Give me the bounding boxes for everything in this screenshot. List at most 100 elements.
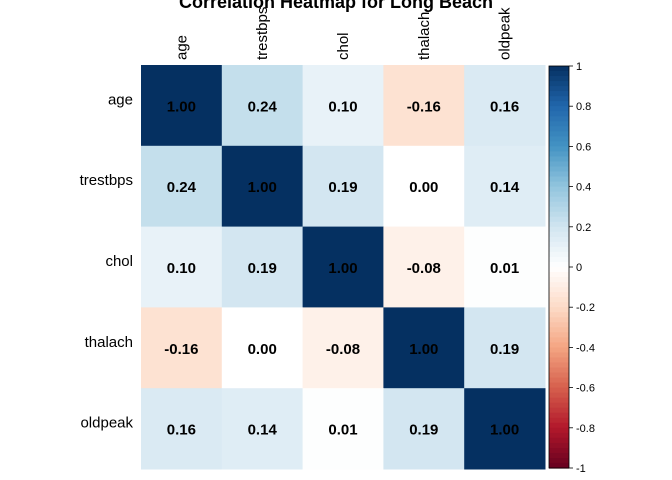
cell-value-label: 0.01: [328, 422, 357, 439]
heatmap-cell-age-trestbps: [221, 65, 304, 147]
heatmap-cell-age-age: [141, 65, 223, 147]
heatmap-cell-thalach-trestbps: [221, 307, 304, 389]
colorbar-segment: [549, 101, 569, 107]
heatmap-cell-thalach-oldpeak: [464, 307, 546, 389]
colorbar-segment: [549, 367, 569, 374]
heatmap-cell-age-oldpeak: [464, 65, 546, 147]
colorbar-segment: [549, 176, 569, 183]
colorbar-tick-label: 1: [576, 61, 582, 73]
row-label-thalach: thalach: [85, 334, 133, 351]
colorbar-segment: [549, 442, 569, 449]
colorbar-segment: [549, 287, 569, 293]
colorbar-tick-label: 0.2: [576, 222, 591, 234]
heatmap-cell-oldpeak-oldpeak: [464, 388, 546, 470]
colorbar-segment: [549, 231, 569, 238]
colorbar-segment: [549, 302, 569, 308]
colorbar-segment: [549, 221, 569, 228]
row-label-trestbps: trestbps: [80, 172, 133, 189]
cell-value-label: 1.00: [167, 98, 196, 115]
cell-value-label: 1.00: [328, 260, 357, 277]
heatmap-cell-age-chol: [302, 65, 384, 147]
colorbar-segment: [549, 447, 569, 454]
colorbar-segment: [549, 322, 569, 328]
colorbar-segment: [549, 121, 569, 127]
colorbar-segment: [549, 412, 569, 419]
colorbar-segment: [549, 261, 569, 268]
column-label-age: age: [173, 35, 190, 60]
row-label-oldpeak: oldpeak: [80, 415, 133, 432]
cell-value-label: 0.24: [248, 98, 278, 115]
colorbar-tick-label: 0: [576, 262, 582, 274]
colorbar-segment: [549, 131, 569, 137]
colorbar-segment: [549, 181, 569, 188]
colorbar-segment: [549, 166, 569, 173]
colorbar-segment: [549, 402, 569, 409]
heatmap-cell-trestbps-chol: [302, 145, 384, 228]
colorbar-segment: [549, 201, 569, 208]
colorbar-segment: [549, 312, 569, 318]
colorbar-tick-label: -1: [576, 463, 586, 475]
colorbar-segment: [549, 151, 569, 158]
colorbar-segment: [549, 317, 569, 323]
colorbar-segment: [549, 141, 569, 147]
colorbar-segment: [549, 337, 569, 343]
colorbar-segment: [549, 106, 569, 112]
colorbar-segment: [549, 352, 569, 359]
colorbar-tick-label: -0.6: [576, 383, 595, 395]
heatmap-cell-chol-chol: [302, 226, 384, 308]
colorbar-segment: [549, 186, 569, 193]
colorbar-segment: [549, 297, 569, 303]
row-labels: age trestbps chol thalach oldpeak: [80, 91, 134, 431]
colorbar-segment: [549, 196, 569, 203]
colorbar-segment: [549, 327, 569, 333]
cell-value-label: 0.19: [328, 179, 357, 196]
column-label-thalach: thalach: [416, 12, 433, 60]
colorbar-segment: [549, 452, 569, 459]
colorbar-segment: [549, 282, 569, 288]
cell-value-label: 0.19: [248, 260, 277, 277]
colorbar-tick-label: -0.4: [576, 342, 595, 354]
heatmap-cell-trestbps-trestbps: [221, 145, 304, 228]
colorbar-segment: [549, 422, 569, 429]
colorbar-segment: [549, 292, 569, 298]
colorbar-segment: [549, 156, 569, 163]
heatmap-cell-thalach-age: [141, 307, 223, 389]
colorbar-segment: [549, 277, 569, 283]
chart-title: Correlation Heatmap for Long Beach: [179, 0, 493, 12]
row-label-age: age: [108, 91, 133, 108]
colorbar-segment: [549, 256, 569, 263]
heatmap-cell-age-thalach: [383, 65, 465, 147]
colorbar-segment: [549, 161, 569, 168]
colorbar-segment: [549, 191, 569, 198]
colorbar-segment: [549, 211, 569, 218]
cell-value-label: 1.00: [409, 341, 438, 358]
heatmap-cell-chol-trestbps: [221, 226, 304, 308]
colorbar-segment: [549, 81, 569, 87]
cell-value-label: 0.16: [167, 422, 196, 439]
cell-value-label: 0.14: [248, 422, 278, 439]
heatmap-cell-chol-age: [141, 226, 223, 308]
cell-value-label: -0.16: [407, 98, 441, 115]
colorbar-segment: [549, 407, 569, 414]
colorbar-tick-label: 0.4: [576, 182, 591, 194]
colorbar-segment: [549, 66, 569, 72]
heatmap-cell-chol-oldpeak: [464, 226, 546, 308]
colorbar-segment: [549, 146, 569, 153]
heatmap-cell-thalach-chol: [302, 307, 384, 389]
colorbar-segment: [549, 437, 569, 444]
column-labels: age trestbps chol thalach oldpeak: [173, 7, 513, 60]
colorbar-segment: [549, 387, 569, 394]
cell-value-label: 1.00: [490, 422, 519, 439]
colorbar-segment: [549, 126, 569, 132]
heatmap-cell-oldpeak-thalach: [383, 388, 465, 470]
colorbar-segment: [549, 111, 569, 117]
colorbar-segment: [549, 206, 569, 213]
colorbar-segment: [549, 432, 569, 439]
colorbar-tick-label: -0.8: [576, 423, 595, 435]
colorbar-segment: [549, 382, 569, 389]
colorbar-segment: [549, 136, 569, 142]
cell-value-label: 1.00: [248, 179, 277, 196]
column-label-trestbps: trestbps: [254, 7, 271, 60]
heatmap-cell-chol-thalach: [383, 226, 465, 308]
colorbar-segment: [549, 226, 569, 233]
